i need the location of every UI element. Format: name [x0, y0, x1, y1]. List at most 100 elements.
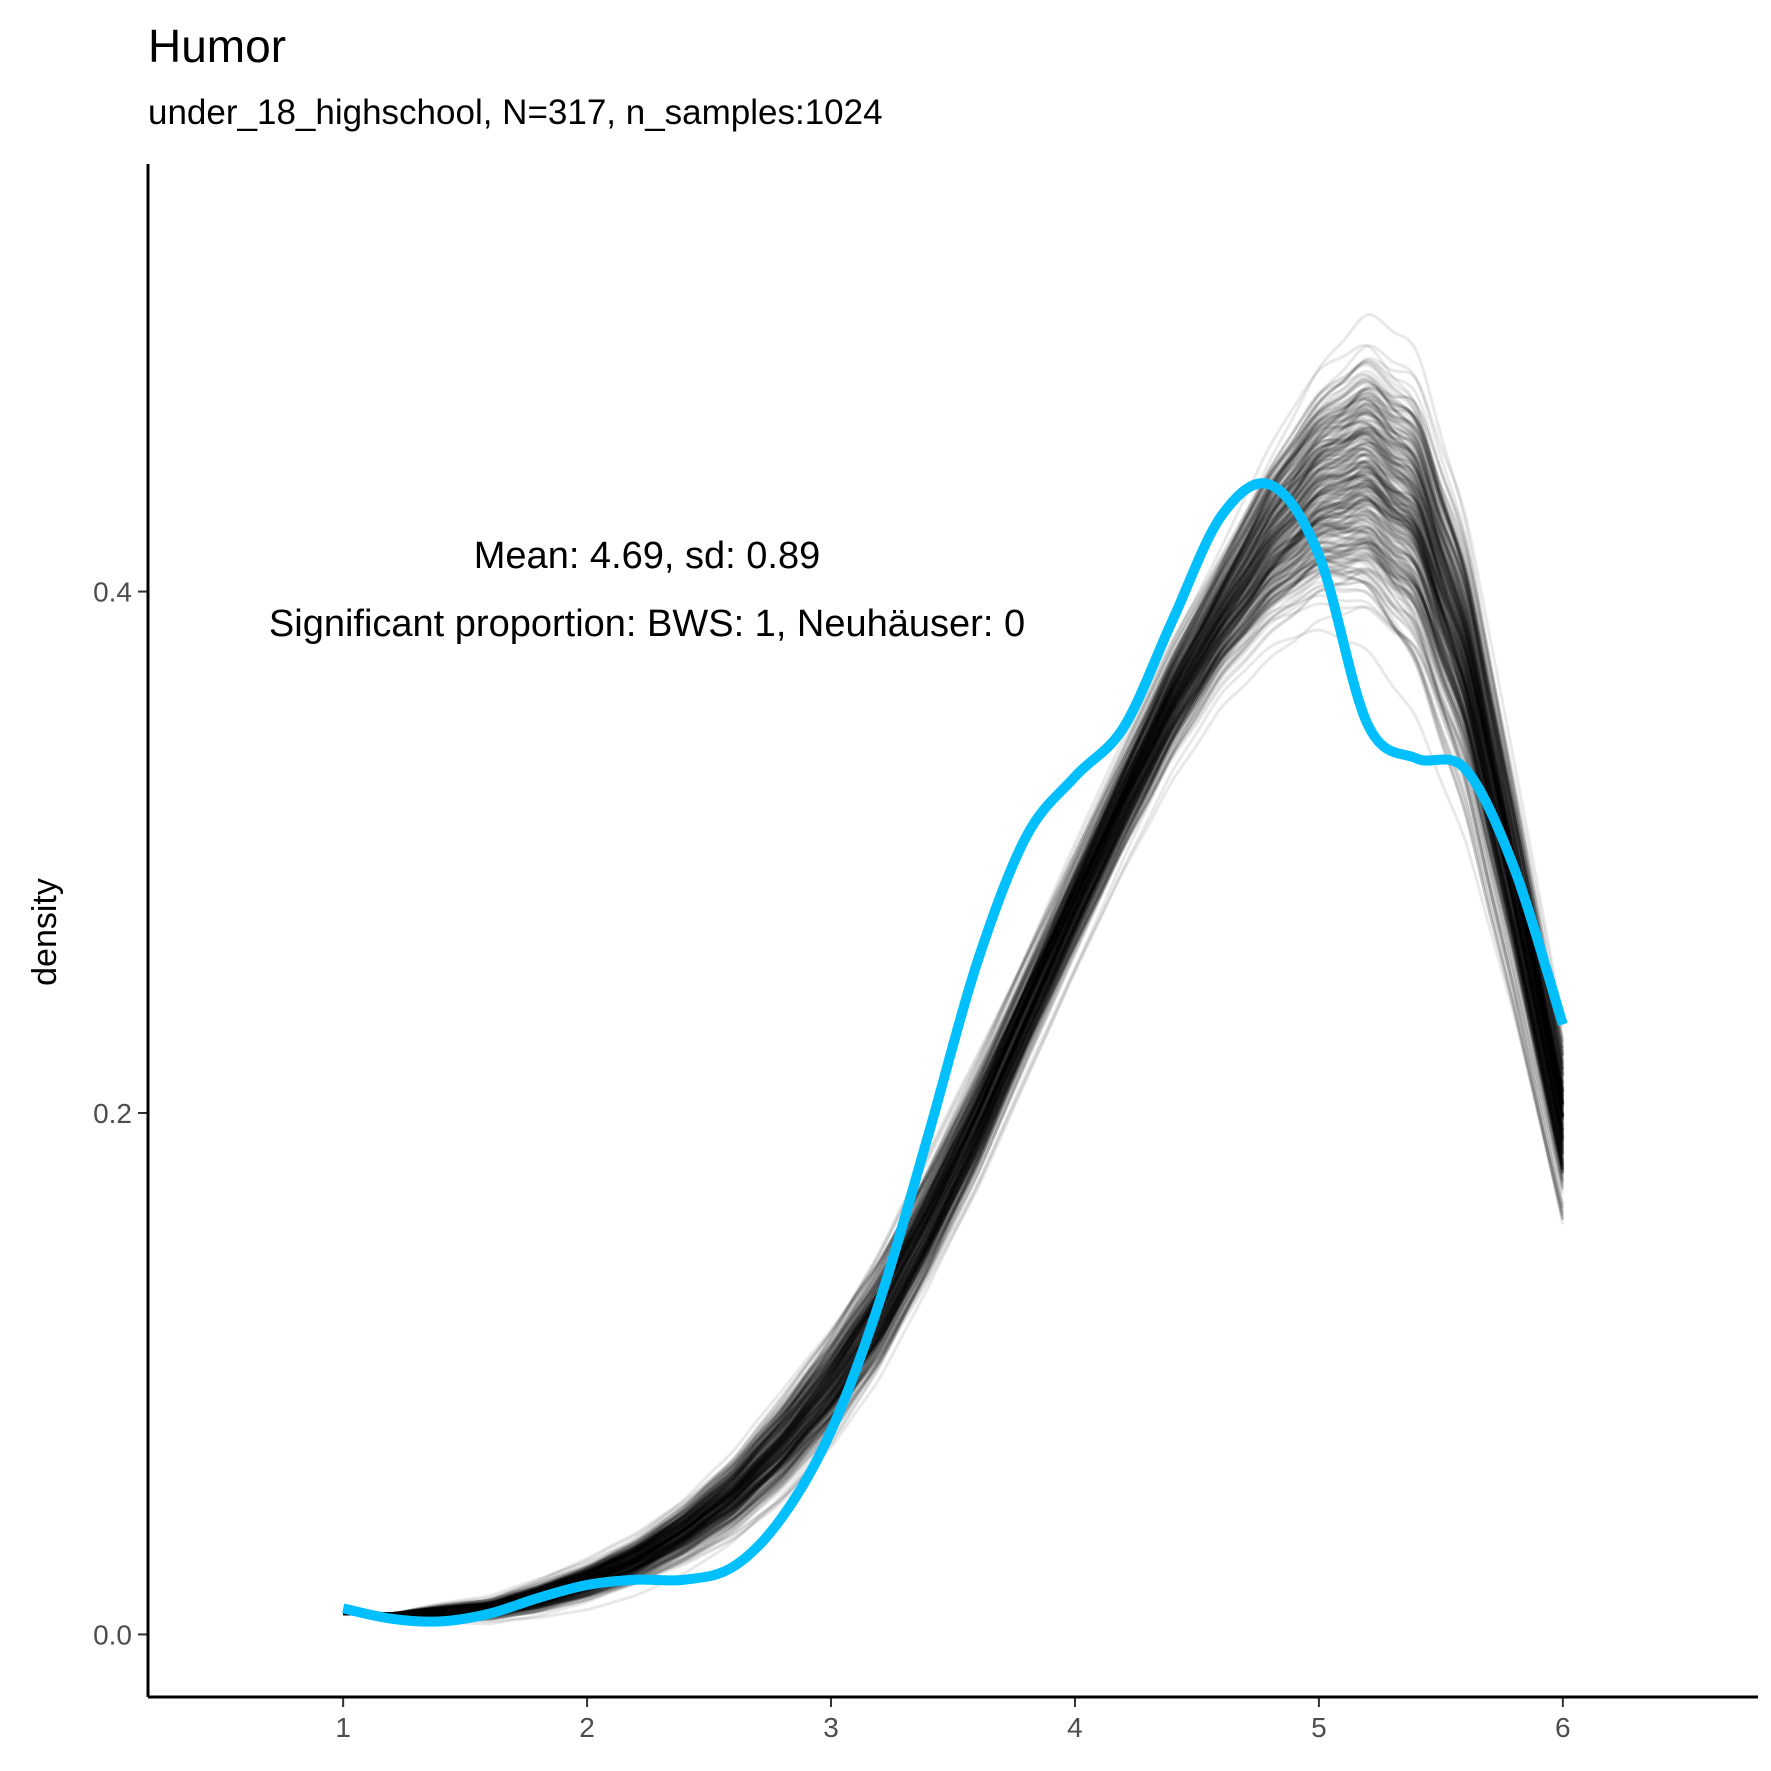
sample-density-line: [343, 458, 1565, 1616]
sample-density-line: [343, 419, 1565, 1616]
sample-density-line: [343, 421, 1565, 1616]
sample-density-line: [343, 558, 1565, 1618]
sample-density-line: [343, 558, 1565, 1619]
sample-density-line: [343, 513, 1565, 1617]
sample-density-line: [343, 417, 1565, 1616]
sample-density-line: [343, 546, 1565, 1618]
sample-density-line: [343, 510, 1565, 1618]
sample-density-line: [343, 401, 1565, 1616]
sample-density-line: [343, 391, 1565, 1616]
sample-density-line: [343, 418, 1565, 1616]
sample-density-line: [343, 530, 1565, 1616]
sample-density-line: [343, 452, 1565, 1616]
sample-density-line: [343, 383, 1565, 1616]
sample-density-line: [343, 628, 1565, 1623]
sample-density-line: [343, 422, 1565, 1616]
sample-density-line: [343, 585, 1565, 1619]
sample-density-line: [343, 517, 1565, 1616]
sample-density-line: [343, 526, 1565, 1618]
sample-density-line: [343, 421, 1565, 1616]
sample-density-line: [343, 432, 1565, 1616]
x-tick-label: 1: [335, 1712, 351, 1743]
sample-density-line: [343, 554, 1565, 1619]
x-tick-label: 5: [1311, 1712, 1327, 1743]
sample-density-line: [343, 440, 1565, 1616]
sample-density-line: [343, 387, 1565, 1616]
sample-density-line: [343, 411, 1565, 1616]
sample-density-line: [343, 545, 1565, 1619]
sample-density-line: [343, 404, 1565, 1616]
sample-density-line: [343, 547, 1565, 1616]
sample-density-line: [343, 425, 1565, 1616]
sample-density-line: [343, 567, 1565, 1620]
sample-density-line: [343, 499, 1565, 1617]
sample-density-line: [343, 438, 1565, 1616]
sample-density-line: [343, 564, 1565, 1617]
sample-density-curves: [343, 313, 1565, 1626]
sample-density-line: [343, 379, 1565, 1616]
sample-density-line: [343, 441, 1565, 1616]
sample-density-line: [343, 344, 1565, 1616]
sample-density-line: [343, 530, 1565, 1618]
sample-density-line: [343, 522, 1565, 1616]
sample-density-line: [343, 395, 1565, 1616]
sample-density-line: [343, 380, 1565, 1616]
sample-density-line: [343, 407, 1565, 1616]
sample-density-line: [343, 540, 1565, 1616]
sample-density-line: [343, 409, 1565, 1616]
sample-density-line: [343, 527, 1565, 1616]
sample-density-line: [343, 464, 1565, 1616]
x-tick-label: 6: [1555, 1712, 1571, 1743]
sample-density-line: [343, 398, 1565, 1616]
sample-density-line: [343, 541, 1565, 1617]
sample-density-line: [343, 534, 1565, 1618]
sample-density-line: [343, 404, 1565, 1616]
sample-density-line: [343, 448, 1565, 1616]
sample-density-line: [343, 452, 1565, 1616]
sample-density-line: [343, 516, 1565, 1616]
sample-density-line: [343, 545, 1565, 1617]
sample-density-line: [343, 412, 1565, 1616]
sample-density-line: [343, 405, 1565, 1616]
sample-density-line: [343, 433, 1565, 1616]
sample-density-line: [343, 537, 1565, 1619]
sample-density-line: [343, 381, 1565, 1616]
sample-density-line: [343, 393, 1565, 1616]
y-tick-label: 0.0: [93, 1619, 132, 1650]
sample-density-line: [343, 411, 1565, 1616]
sample-density-line: [343, 410, 1565, 1616]
sample-density-line: [343, 540, 1565, 1618]
sample-density-line: [343, 459, 1565, 1616]
sample-density-line: [343, 558, 1565, 1616]
x-tick-label: 3: [823, 1712, 839, 1743]
sample-density-line: [343, 538, 1565, 1617]
sample-density-line: [343, 542, 1565, 1616]
sample-density-line: [343, 387, 1565, 1616]
sample-density-line: [343, 568, 1565, 1617]
sample-density-line: [343, 494, 1565, 1617]
sample-density-line: [343, 442, 1565, 1616]
sample-density-line: [343, 453, 1565, 1616]
sample-density-line: [343, 386, 1565, 1616]
sample-density-line: [343, 407, 1565, 1616]
sample-density-line: [343, 369, 1565, 1616]
sample-density-line: [343, 359, 1565, 1616]
sample-density-line: [343, 525, 1565, 1616]
sample-density-line: [343, 519, 1565, 1616]
y-tick-label: 0.4: [93, 577, 132, 608]
sample-density-line: [343, 537, 1565, 1617]
sample-density-line: [343, 361, 1565, 1616]
axis-ticks: 1 2 3 4 5 6 0.0 0.2 0.4: [93, 577, 1571, 1743]
sample-density-line: [343, 593, 1565, 1619]
sample-density-line: [343, 580, 1565, 1620]
sample-density-line: [343, 430, 1565, 1616]
sample-density-line: [343, 566, 1565, 1618]
x-tick-label: 4: [1067, 1712, 1083, 1743]
sample-density-line: [343, 441, 1565, 1616]
sample-density-line: [343, 514, 1565, 1619]
sample-density-line: [343, 529, 1565, 1616]
sample-density-line: [343, 522, 1565, 1616]
sample-density-line: [343, 524, 1565, 1616]
sample-density-line: [343, 411, 1565, 1616]
